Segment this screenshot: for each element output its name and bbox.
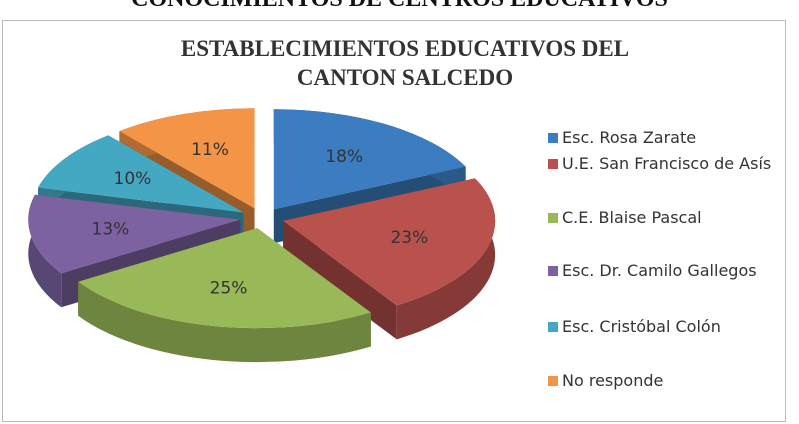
legend-label: U.E. San Francisco de Asís [562, 154, 772, 173]
slice [119, 108, 255, 209]
page-heading: CONOCIMIENTOS DE CENTROS EDUCATIVOS [0, 0, 799, 13]
legend-label: Esc. Rosa Zarate [562, 128, 697, 147]
slice-wall [283, 220, 397, 340]
legend-label: C.E. Blaise Pascal [562, 208, 702, 227]
data-label: 18% [325, 147, 363, 167]
legend-item: U.E. San Francisco de Asís [548, 150, 780, 177]
legend-swatch [548, 159, 558, 169]
slice-rim [396, 178, 496, 340]
data-label: 10% [114, 169, 152, 189]
legend-item: C.E. Blaise Pascal [548, 204, 780, 231]
legend-item: Esc. Dr. Camilo Gallegos [548, 257, 780, 284]
legend-label: No responde [562, 371, 664, 390]
legend-label: Esc. Cristóbal Colón [562, 317, 721, 336]
data-label: 25% [210, 279, 248, 299]
legend-swatch [548, 266, 558, 276]
legend-swatch [548, 376, 558, 386]
slice [38, 135, 244, 213]
slice [78, 228, 371, 329]
legend-item: No responde [548, 367, 780, 394]
legend-swatch [548, 322, 558, 332]
slice-rim [78, 281, 371, 363]
legend-item: Esc. Cristóbal Colón [548, 313, 780, 340]
slice-rim [28, 194, 62, 308]
slice [273, 109, 466, 210]
legend-swatch [548, 133, 558, 143]
slice [28, 194, 241, 274]
legend-item: Esc. Rosa Zarate [548, 124, 780, 151]
data-label: 23% [390, 228, 428, 248]
data-label: 11% [191, 140, 229, 160]
chart-title: ESTABLECIMIENTOS EDUCATIVOS DEL CANTON S… [180, 36, 630, 90]
slice [283, 178, 496, 306]
data-label: 13% [92, 219, 130, 239]
chart-frame [2, 20, 786, 422]
legend-label: Esc. Dr. Camilo Gallegos [562, 261, 757, 280]
legend-swatch [548, 213, 558, 223]
